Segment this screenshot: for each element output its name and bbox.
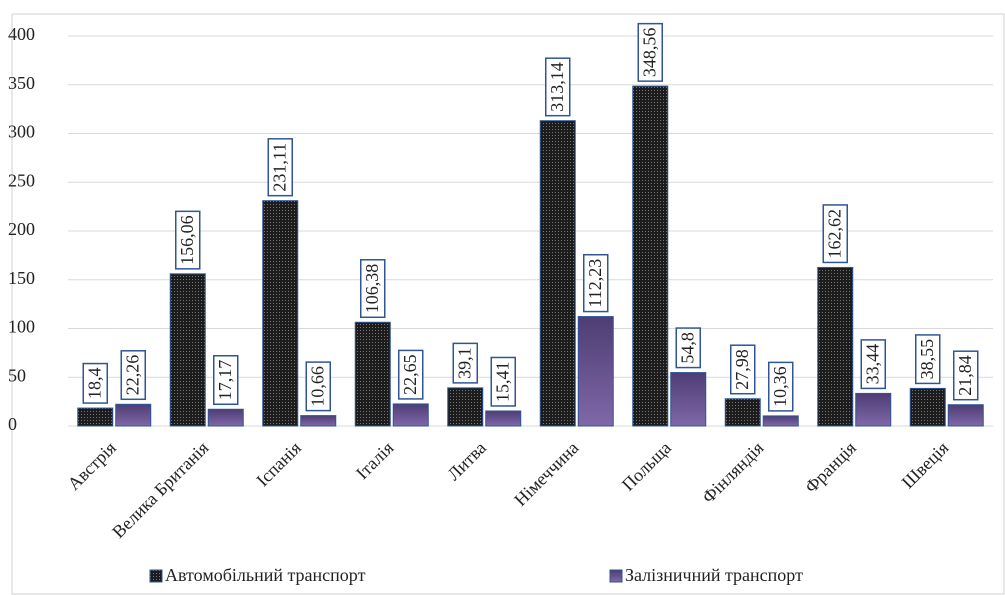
y-tick-label: 0 bbox=[8, 414, 17, 434]
y-tick-label: 350 bbox=[8, 73, 35, 93]
y-tick-label: 150 bbox=[8, 268, 35, 288]
value-label-box bbox=[452, 342, 478, 384]
value-label-box bbox=[120, 350, 146, 401]
bar bbox=[169, 273, 206, 427]
bar bbox=[300, 415, 337, 427]
bar bbox=[577, 316, 614, 427]
bar bbox=[632, 85, 669, 427]
value-label-box bbox=[82, 362, 108, 404]
value-label: 106,38 bbox=[362, 264, 382, 314]
value-label: 22,26 bbox=[122, 355, 142, 396]
value-label-box bbox=[730, 344, 756, 395]
bar bbox=[855, 392, 892, 427]
x-tick-label: Німеччина bbox=[510, 438, 582, 510]
value-label: 38,55 bbox=[917, 339, 937, 380]
value-label: 231,11 bbox=[269, 143, 289, 192]
value-label-box bbox=[675, 327, 701, 369]
value-label-box bbox=[213, 355, 239, 406]
value-label-box bbox=[398, 349, 424, 400]
value-label-box bbox=[822, 204, 848, 264]
value-label: 39,1 bbox=[454, 347, 474, 379]
value-label-box bbox=[267, 138, 293, 197]
bar bbox=[77, 407, 114, 427]
value-label-box bbox=[305, 361, 331, 412]
value-label-box bbox=[545, 57, 571, 117]
legend-label: Залізничний транспорт bbox=[625, 565, 803, 585]
value-label-box bbox=[860, 339, 886, 390]
value-label: 156,06 bbox=[177, 215, 197, 265]
bar bbox=[207, 408, 244, 427]
value-label: 313,14 bbox=[547, 62, 567, 112]
y-tick-label: 100 bbox=[8, 317, 35, 337]
value-label: 21,84 bbox=[955, 355, 975, 396]
value-label: 18,4 bbox=[84, 368, 104, 400]
value-label: 348,56 bbox=[639, 28, 659, 78]
y-tick-label: 200 bbox=[8, 219, 35, 239]
y-tick-label: 300 bbox=[8, 122, 35, 142]
bar bbox=[947, 404, 984, 427]
bar bbox=[262, 200, 299, 427]
bar bbox=[354, 321, 391, 427]
x-tick-label: Іспанія bbox=[252, 438, 305, 491]
x-tick-label: Італія bbox=[352, 438, 398, 484]
value-label: 27,98 bbox=[732, 349, 752, 390]
value-label: 112,23 bbox=[585, 259, 605, 308]
bar bbox=[670, 372, 707, 427]
chart-border bbox=[11, 13, 1005, 595]
x-tick-label: Швеція bbox=[898, 438, 953, 493]
bar bbox=[817, 266, 854, 427]
x-tick-label: Франція bbox=[801, 438, 860, 497]
x-tick-label: Австрія bbox=[64, 438, 120, 494]
legend-swatch bbox=[149, 569, 163, 583]
value-label-box bbox=[490, 356, 516, 407]
value-label: 10,36 bbox=[770, 366, 790, 407]
value-label-box bbox=[583, 253, 609, 313]
value-label: 54,8 bbox=[677, 332, 697, 364]
value-label-box bbox=[915, 334, 941, 385]
bar bbox=[115, 403, 152, 427]
bar bbox=[762, 415, 799, 427]
bar bbox=[485, 410, 522, 427]
value-label: 15,41 bbox=[492, 361, 512, 402]
x-tick-label: Польща bbox=[618, 438, 675, 495]
x-tick-label: Литва bbox=[443, 438, 490, 485]
legend-swatch bbox=[609, 569, 623, 583]
bar bbox=[447, 387, 484, 427]
value-label: 162,62 bbox=[824, 209, 844, 259]
value-label: 10,66 bbox=[307, 366, 327, 407]
x-tick-label: Фінляндія bbox=[698, 438, 767, 507]
value-label-box bbox=[360, 259, 386, 319]
value-label-box bbox=[175, 210, 201, 270]
y-tick-label: 250 bbox=[8, 170, 35, 190]
bar bbox=[724, 398, 761, 427]
value-label: 33,44 bbox=[862, 344, 882, 385]
value-label-box bbox=[637, 22, 663, 82]
x-tick-label: Велика Британія bbox=[108, 438, 212, 542]
y-tick-label: 50 bbox=[8, 365, 26, 385]
bar bbox=[909, 387, 946, 427]
bar bbox=[539, 120, 576, 427]
value-label-box bbox=[953, 350, 979, 401]
y-tick-label: 400 bbox=[8, 24, 35, 44]
value-label: 22,65 bbox=[400, 354, 420, 395]
value-label-box bbox=[768, 361, 794, 412]
legend-label: Автомобільний транспорт bbox=[165, 565, 366, 585]
bar bbox=[392, 403, 429, 427]
value-label: 17,17 bbox=[215, 360, 235, 401]
